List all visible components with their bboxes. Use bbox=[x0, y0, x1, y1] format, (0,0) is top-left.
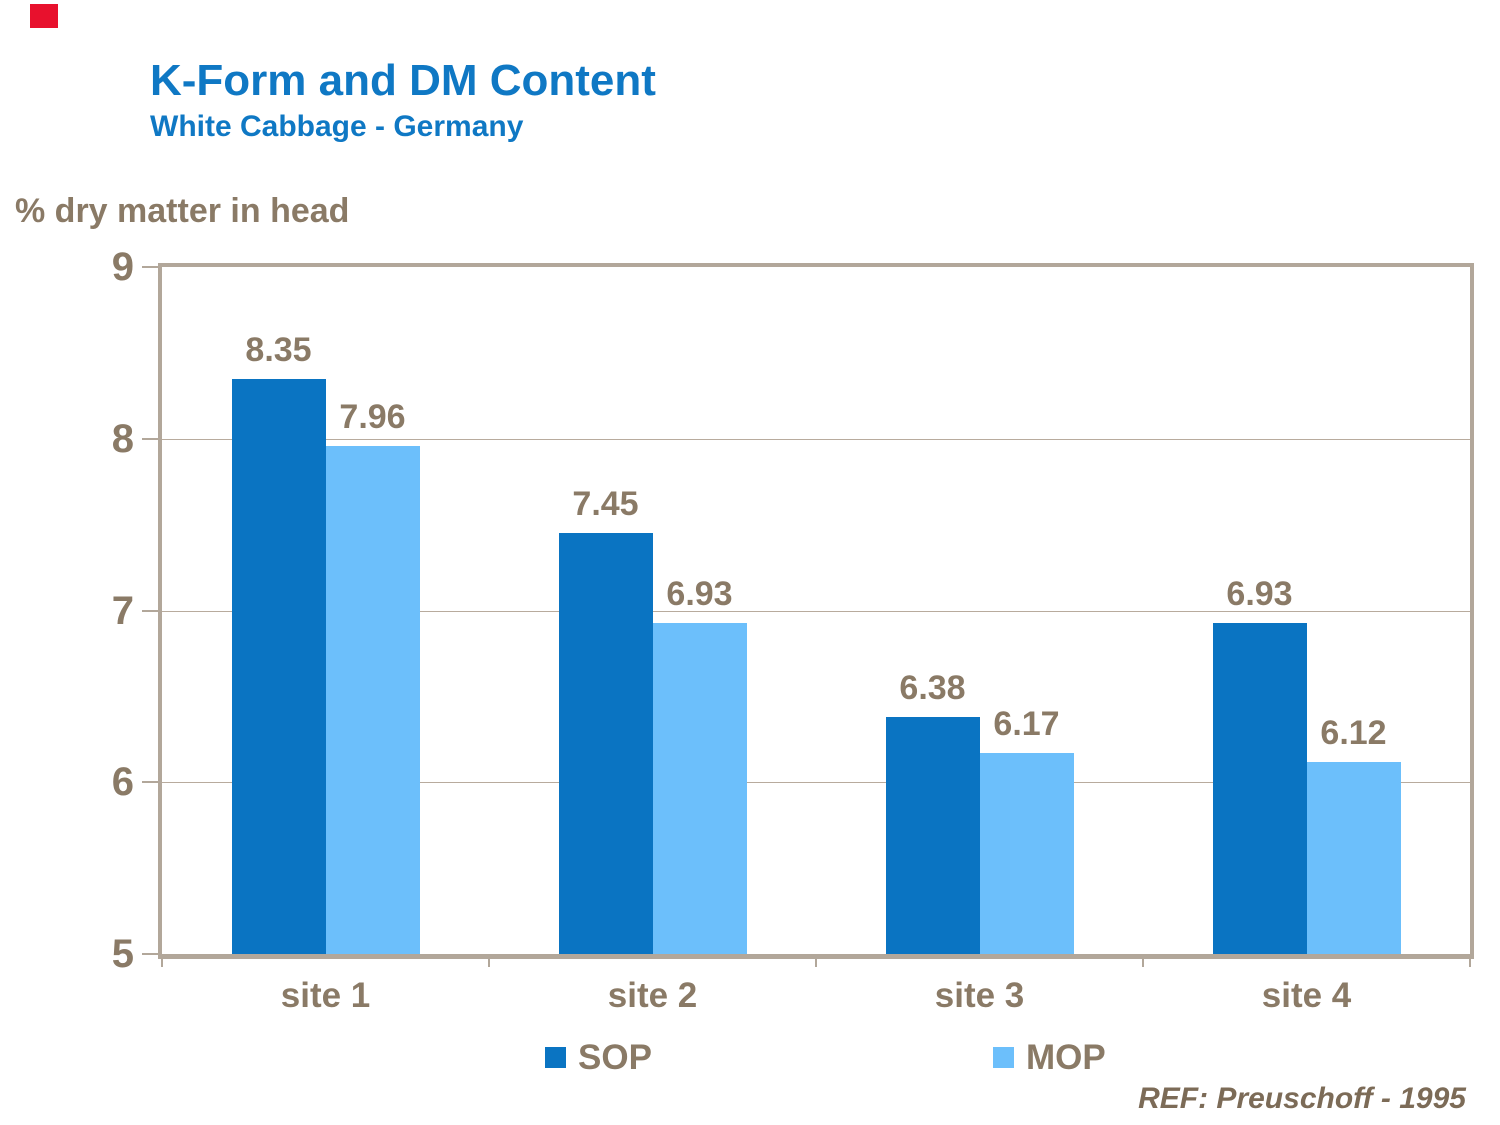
mop-legend-swatch-icon bbox=[993, 1047, 1014, 1068]
bar-value-label-sop-site-4: 6.93 bbox=[1226, 574, 1293, 613]
mop-legend-label: MOP bbox=[1026, 1038, 1106, 1077]
bar-sop-site-4 bbox=[1212, 622, 1307, 954]
plot-area: 5 6 7 8 9 8.35 7.96 site 1 7.45 6.93 site 2 6.38 6.1… bbox=[112, 247, 1474, 1015]
chart-legend: SOP MOP bbox=[0, 1040, 1500, 1080]
y-tick-label-6: 6 bbox=[111, 760, 134, 805]
bar-value-label-mop-site-2: 6.93 bbox=[666, 574, 733, 613]
bar-mop-site-3 bbox=[979, 753, 1074, 954]
bar-value-label-sop-site-1: 8.35 bbox=[245, 330, 312, 369]
y-tick-label-7: 7 bbox=[111, 588, 134, 633]
y-tick-mark-6 bbox=[142, 781, 158, 784]
y-tick-label-5: 5 bbox=[111, 932, 134, 976]
y-tick-label-8: 8 bbox=[111, 416, 134, 461]
y-tick-mark-8 bbox=[142, 437, 158, 440]
x-category-label-site-2: site 2 bbox=[607, 976, 698, 1015]
bar-value-label-mop-site-3: 6.17 bbox=[993, 705, 1060, 744]
bar-sop-site-3 bbox=[885, 717, 980, 954]
y-tick-mark-9 bbox=[142, 266, 158, 268]
x-tick-mark-2 bbox=[815, 954, 817, 967]
bar-value-label-sop-site-2: 7.45 bbox=[572, 485, 639, 524]
bar-value-label-sop-site-3: 6.38 bbox=[899, 668, 966, 707]
sop-legend-swatch-icon bbox=[545, 1047, 566, 1068]
y-tick-label-9: 9 bbox=[111, 245, 134, 289]
bar-mop-site-4 bbox=[1306, 761, 1401, 954]
y-tick-mark-7 bbox=[142, 609, 158, 612]
gridline-8 bbox=[162, 438, 1470, 440]
legend-item-mop: MOP bbox=[993, 1040, 1106, 1075]
gridline-6 bbox=[162, 782, 1470, 784]
x-category-label-site-1: site 1 bbox=[280, 976, 371, 1015]
chart-subtitle: White Cabbage - Germany bbox=[150, 110, 524, 143]
bar-value-label-mop-site-4: 6.12 bbox=[1320, 713, 1387, 752]
x-tick-mark-0 bbox=[161, 954, 163, 967]
x-tick-mark-4 bbox=[1469, 954, 1471, 967]
legend-item-sop: SOP bbox=[545, 1040, 652, 1075]
chart-title: K-Form and DM Content bbox=[150, 56, 656, 105]
x-tick-mark-3 bbox=[1142, 954, 1144, 967]
bar-sop-site-1 bbox=[231, 378, 326, 954]
bar-sop-site-2 bbox=[558, 533, 653, 954]
x-category-label-site-3: site 3 bbox=[934, 976, 1025, 1015]
x-tick-mark-1 bbox=[488, 954, 490, 967]
reference-note: REF: Preuschoff - 1995 bbox=[1138, 1082, 1466, 1115]
y-axis-title: % dry matter in head bbox=[15, 192, 350, 230]
bar-value-label-mop-site-1: 7.96 bbox=[339, 397, 406, 436]
bar-mop-site-2 bbox=[652, 622, 747, 954]
gridline-7 bbox=[162, 610, 1470, 612]
red-corner-logo-mark bbox=[30, 4, 58, 28]
sop-legend-label: SOP bbox=[578, 1038, 652, 1077]
x-category-label-site-4: site 4 bbox=[1261, 976, 1352, 1015]
y-tick-mark-5 bbox=[142, 953, 158, 955]
bar-mop-site-1 bbox=[325, 445, 420, 954]
